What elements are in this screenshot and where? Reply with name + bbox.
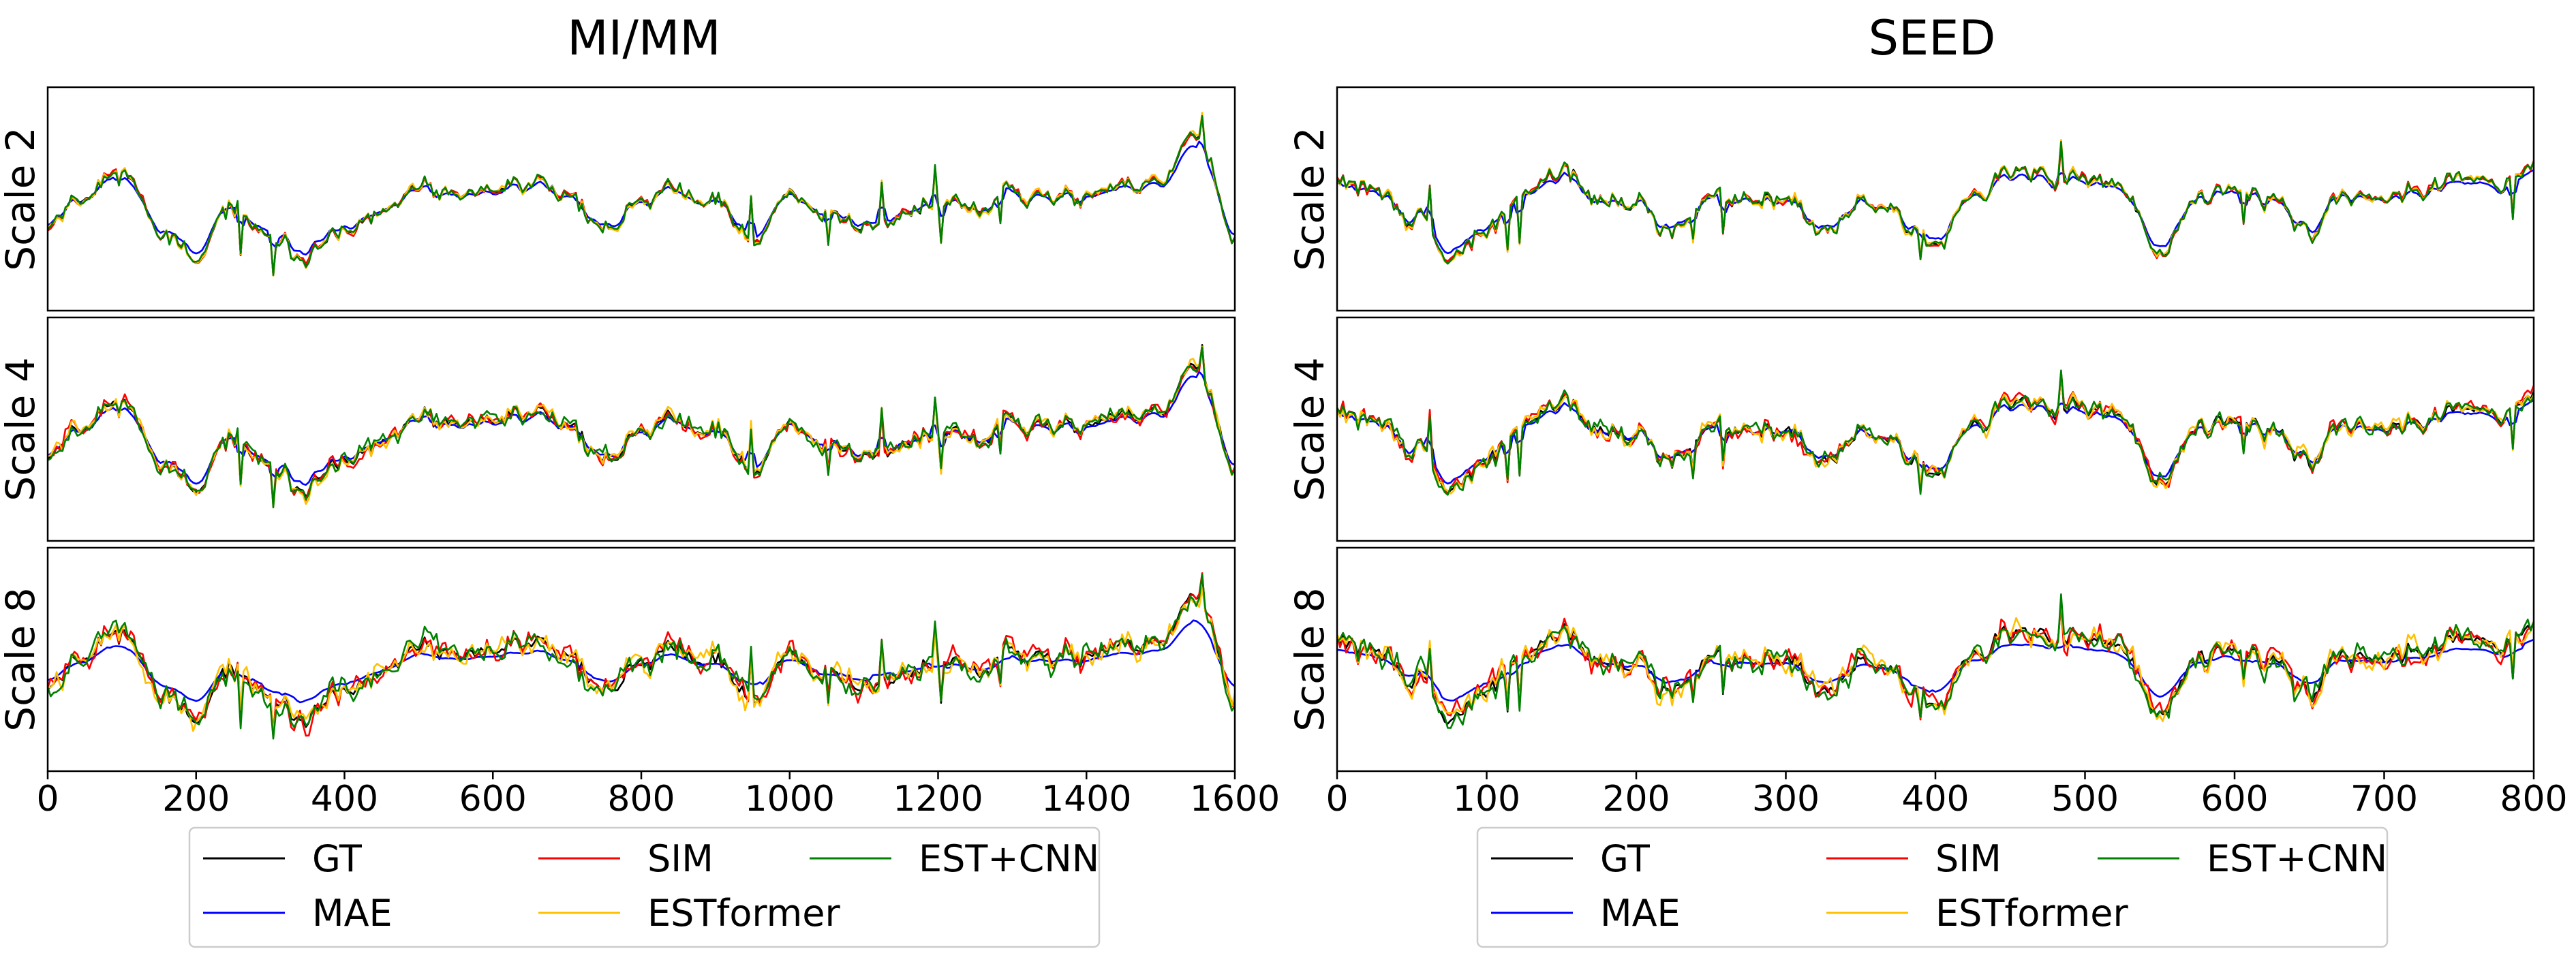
- subplot-row: Scale 8: [0, 546, 1236, 773]
- legend-mimm: GT MAE SIM ESTformer EST+CNN: [188, 826, 1101, 948]
- series-line-sim: [46, 572, 1236, 737]
- legend-label: ESTformer: [1935, 892, 2129, 935]
- x-tick-label: 700: [2350, 779, 2418, 820]
- legend-label: EST+CNN: [2207, 837, 2387, 880]
- seed-panel: Scale 2 Scale 4 Scale 8 0 100 200 300 400 500 600…: [1287, 86, 2568, 820]
- x-tick-label: 1600: [1190, 779, 1280, 820]
- legend-label: ESTformer: [647, 892, 841, 935]
- series-line-est-cnn: [47, 346, 1236, 509]
- series-line-est-cnn: [1336, 140, 2535, 265]
- plot-frame: [1336, 316, 2535, 542]
- y-axis-label: Scale 2: [1287, 127, 1333, 270]
- legend-seed: GT MAE SIM ESTformer EST+CNN: [1476, 826, 2389, 948]
- x-tick-label: 1400: [1041, 779, 1131, 820]
- subplot-row: Scale 2: [0, 86, 1236, 312]
- x-tick-label: 200: [162, 779, 230, 820]
- y-axis-label: Scale 8: [1287, 587, 1333, 731]
- series-line-sim: [47, 345, 1236, 504]
- series-line-est-cnn: [1336, 369, 2535, 496]
- x-tick-label: 800: [2500, 779, 2567, 820]
- x-tick-label: 400: [311, 779, 378, 820]
- x-tick-label: 500: [2051, 779, 2119, 820]
- x-tick-label: 1000: [745, 779, 835, 820]
- x-tick-label: 300: [1752, 779, 1820, 820]
- y-axis-label: Scale 8: [0, 587, 44, 731]
- subplot-row: Scale 8: [1287, 546, 2535, 773]
- y-axis-label: Scale 4: [0, 357, 44, 501]
- chart-title-seed: SEED: [1869, 10, 1996, 66]
- series-line-gt: [47, 574, 1236, 737]
- y-axis-label: Scale 4: [1287, 357, 1333, 501]
- mimm-panel: Scale 2 Scale 4 Scale 8 0 200 400 600 800 1000 12…: [0, 86, 1280, 820]
- legend-label: MAE: [1600, 892, 1681, 935]
- series-line-sim: [47, 114, 1236, 277]
- x-tick-label: 600: [459, 779, 527, 820]
- x-tick-label: 600: [2201, 779, 2268, 820]
- legend-label: SIM: [1935, 837, 2002, 880]
- series-line-gt: [47, 114, 1236, 277]
- x-tick-label: 200: [1602, 779, 1670, 820]
- subplot-row: Scale 4: [1287, 316, 2535, 542]
- legend-label: SIM: [647, 837, 714, 880]
- x-tick-label: 1200: [893, 779, 983, 820]
- plot-frame: [46, 316, 1236, 542]
- x-tick-label: 100: [1453, 779, 1520, 820]
- series-line-mae: [47, 140, 1236, 256]
- x-tick-label: 800: [607, 779, 675, 820]
- x-tick-label: 400: [1901, 779, 1969, 820]
- legend-label: GT: [1600, 837, 1651, 880]
- legend-label: GT: [312, 837, 363, 880]
- subplot-row: Scale 4: [0, 316, 1236, 542]
- plot-frame: [46, 86, 1236, 312]
- chart-title-mimm: MI/MM: [567, 10, 720, 66]
- legend-label: MAE: [312, 892, 393, 935]
- series-line-est-cnn: [1336, 593, 2535, 729]
- legend-label: EST+CNN: [919, 837, 1099, 880]
- series-line-est-cnn: [47, 114, 1236, 277]
- series-line-estformer: [46, 112, 1236, 277]
- y-axis-label: Scale 2: [0, 127, 44, 270]
- series-line-est-cnn: [46, 574, 1236, 740]
- subplot-row: Scale 2: [1287, 86, 2535, 312]
- x-tick-label: 0: [36, 779, 59, 820]
- series-line-estformer: [47, 345, 1236, 509]
- x-tick-label: 0: [1325, 779, 1348, 820]
- plot-frame: [1336, 86, 2535, 312]
